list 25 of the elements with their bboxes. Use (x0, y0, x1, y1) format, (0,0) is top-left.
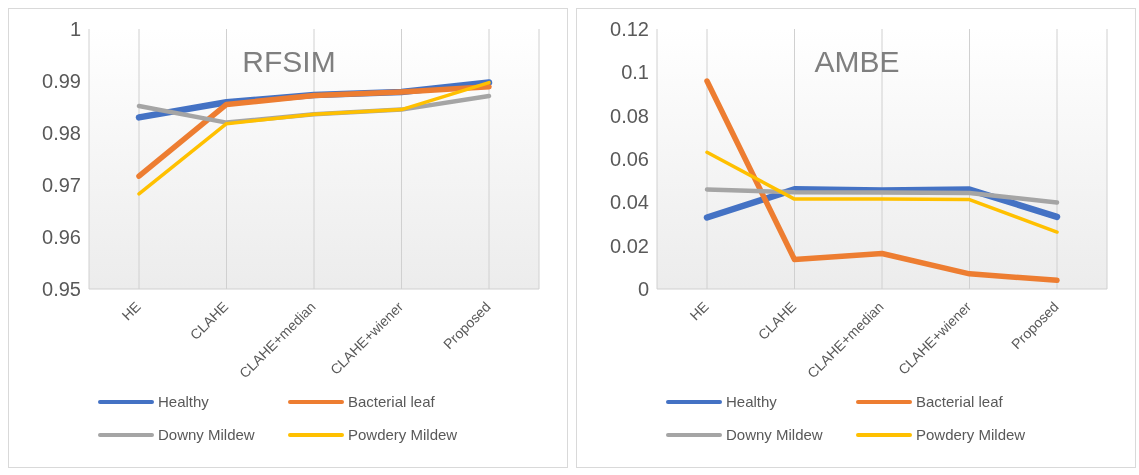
legend-label: Downy Mildew (726, 426, 823, 443)
text: AMBE (814, 45, 900, 78)
y-tick-label: 0.96 (42, 226, 81, 249)
x-tick-label: HE (118, 298, 144, 324)
y-tick-label: 0.06 (610, 148, 649, 171)
y-tick-label: 1 (69, 18, 81, 41)
x-tick-label: HE (686, 298, 712, 324)
legend-label: Powdery Mildew (916, 426, 1026, 443)
legend-label: Bacterial leaf (348, 393, 435, 410)
y-tick-label: 0 (637, 278, 649, 301)
legend-label: Powdery Mildew (348, 426, 458, 443)
y-tick-label: 0.95 (42, 278, 81, 301)
y-tick-label: 0.98 (42, 122, 81, 145)
y-tick-label: 0.04 (610, 191, 649, 214)
y-tick-label: 0.1 (621, 61, 649, 84)
legend-label: Bacterial leaf (916, 393, 1003, 410)
text: RFSIM (242, 45, 336, 78)
y-tick-label: 0.12 (610, 18, 649, 41)
legend-label: Downy Mildew (158, 426, 255, 443)
y-tick-label: 0.97 (42, 174, 81, 197)
y-tick-label: 0.02 (610, 234, 649, 257)
legend-label: Healthy (726, 393, 777, 410)
legend-label: Healthy (158, 393, 209, 410)
y-tick-label: 0.99 (42, 70, 81, 93)
y-tick-label: 0.08 (610, 104, 649, 127)
